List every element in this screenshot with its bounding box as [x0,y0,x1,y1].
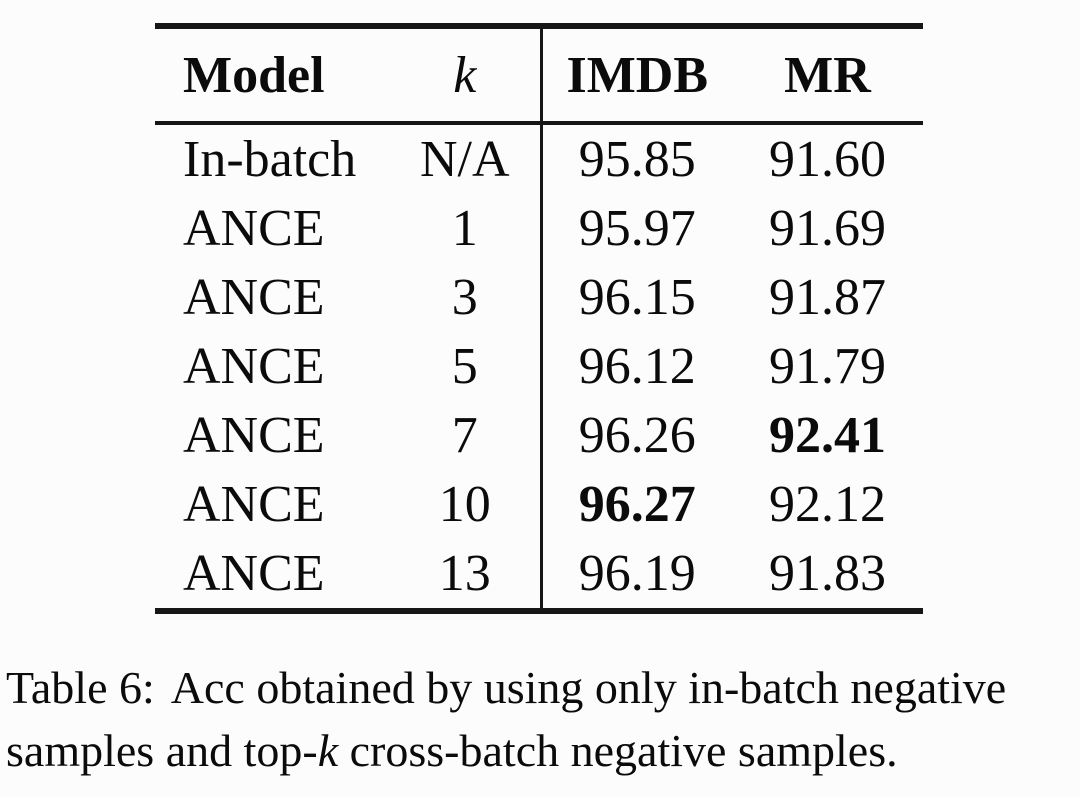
cell-mr: 91.87 [769,269,886,326]
header-model: Model [183,46,325,104]
caption-label: Table 6: [6,662,155,713]
cell-k: N/A [419,131,510,188]
header-k: k [390,26,541,123]
cell-imdb: 96.26 [539,401,732,470]
cell-model: ANCE [183,476,325,533]
cell-model: In-batch [183,131,357,188]
results-table: Model k IMDB MR In-batch N/A 95.85 91.60… [155,23,923,614]
cell-mr: 92.41 [769,407,886,464]
cell-mr: 91.83 [769,545,886,602]
table-row: In-batch N/A 95.85 91.60 [155,123,923,194]
cell-model: ANCE [183,545,325,602]
header-imdb: IMDB [539,26,732,123]
cell-k: 7 [451,407,478,464]
cell-mr: 91.69 [769,200,886,257]
table-row: ANCE 13 96.19 91.83 [155,539,923,611]
cell-mr: 91.60 [769,131,886,188]
table-caption: Table 6: Acc obtained by using only in-ba… [6,656,1080,782]
cell-k: 3 [451,269,478,326]
table-row: ANCE 5 96.12 91.79 [155,332,923,401]
cell-k: 5 [451,338,478,395]
cell-model: ANCE [183,338,325,395]
table-header-row: Model k IMDB MR [155,26,923,123]
caption-line1: Acc obtained by using only in-batch nega… [170,662,1007,713]
cell-model: ANCE [183,407,325,464]
cell-model: ANCE [183,200,325,257]
cell-imdb: 96.12 [539,332,732,401]
table-row: ANCE 7 96.26 92.41 [155,401,923,470]
cell-k: 10 [438,476,491,533]
table-row: ANCE 10 96.27 92.12 [155,470,923,539]
caption-line2-before-k: samples and top- [6,725,318,776]
cell-imdb: 96.19 [539,539,732,611]
table-row: ANCE 1 95.97 91.69 [155,194,923,263]
cell-imdb: 95.85 [539,123,732,194]
cell-imdb: 96.27 [539,470,732,539]
math-k-symbol: k [317,725,339,776]
cell-model: ANCE [183,269,325,326]
cell-mr: 91.79 [769,338,886,395]
cell-k: 13 [438,545,491,602]
caption-line2-after-k: cross-batch negative samples. [338,725,898,776]
cell-imdb: 95.97 [539,194,732,263]
cell-imdb: 96.15 [539,263,732,332]
cell-mr: 92.12 [769,476,886,533]
table-row: ANCE 3 96.15 91.87 [155,263,923,332]
cell-k: 1 [451,200,478,257]
math-k-symbol: k [453,46,477,104]
header-mr: MR [784,46,871,104]
